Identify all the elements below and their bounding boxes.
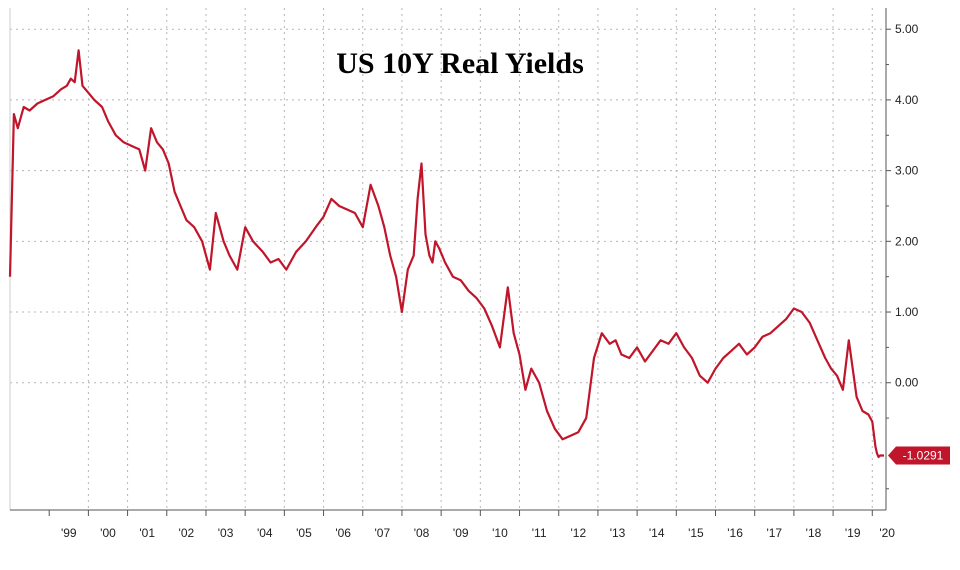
- y-tick-label: 5.00: [895, 22, 919, 36]
- x-tick-label: '15: [688, 526, 704, 540]
- x-tick-label: '09: [453, 526, 469, 540]
- real-yield-series-line: [8, 49, 884, 459]
- x-tick-label: '06: [335, 526, 351, 540]
- x-tick-label: '12: [571, 526, 587, 540]
- x-tick-label: '13: [610, 526, 626, 540]
- chart-title: US 10Y Real Yields: [336, 47, 584, 80]
- x-tick-label: '99: [61, 526, 77, 540]
- x-tick-label: '02: [179, 526, 195, 540]
- grid-layer: [10, 8, 886, 510]
- x-tick-label: '19: [845, 526, 861, 540]
- x-tick-label: '08: [414, 526, 430, 540]
- last-value-badge: [888, 446, 950, 465]
- label-layer: -1.0291: [888, 446, 950, 465]
- y-tick-label: 2.00: [895, 234, 919, 248]
- x-tick-label: '14: [649, 526, 665, 540]
- x-tick-label: '07: [375, 526, 391, 540]
- y-tick-label: 1.00: [895, 305, 919, 319]
- y-tick-label: 3.00: [895, 164, 919, 178]
- x-tick-label: '04: [257, 526, 273, 540]
- x-tick-label: '00: [100, 526, 116, 540]
- y-tick-label: 0.00: [895, 376, 919, 390]
- x-tick-label: '03: [218, 526, 234, 540]
- x-tick-label: '16: [727, 526, 743, 540]
- x-tick-label: '18: [806, 526, 822, 540]
- x-tick-label: '10: [492, 526, 508, 540]
- x-tick-label: '05: [296, 526, 312, 540]
- x-tick-label: '20: [879, 526, 895, 540]
- axis-layer: 5.00 4.00 3.00 2.00 1.00 0.00 '99 '00 '01 '02 '03 '…: [9, 8, 919, 540]
- x-tick-label: '11: [532, 526, 547, 540]
- x-tick-label: '01: [139, 526, 155, 540]
- y-tick-label: 4.00: [895, 93, 919, 107]
- series-layer: [8, 49, 884, 459]
- last-value-label: -1.0291: [903, 448, 944, 462]
- x-tick-label: '17: [766, 526, 782, 540]
